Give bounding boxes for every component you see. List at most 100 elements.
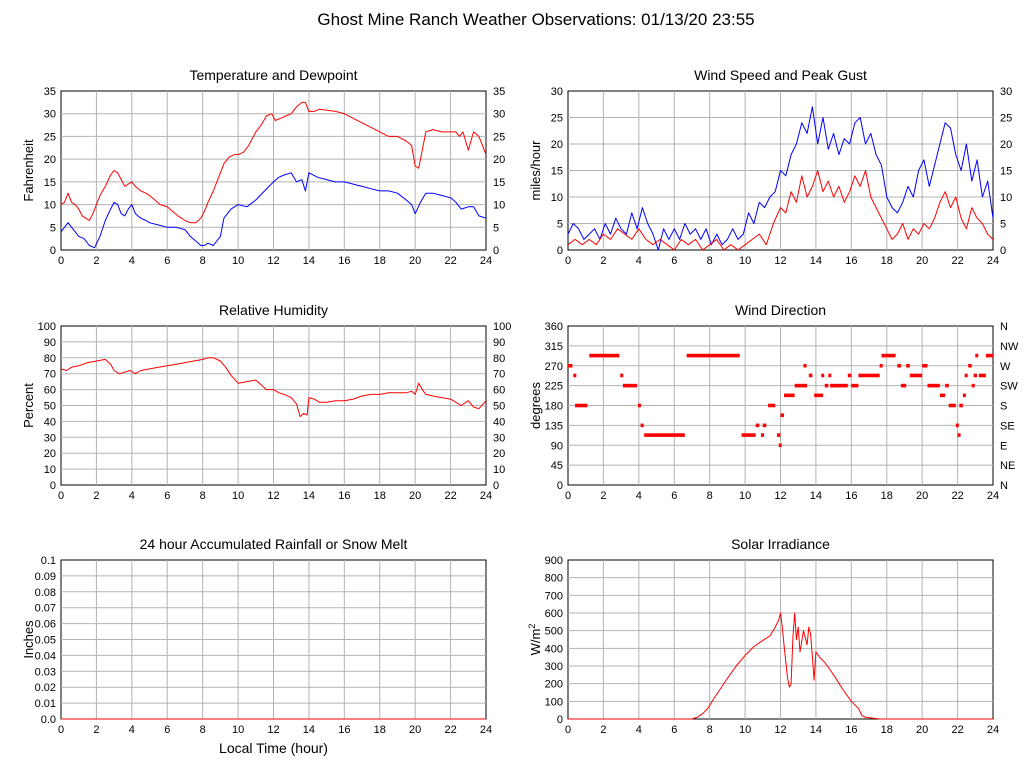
wdir-right-y-tick-label: N <box>1000 321 1008 333</box>
solar-ylabel-sup: 2 <box>527 624 537 629</box>
solar-x-tick-label: 24 <box>987 724 999 736</box>
rh-ylabel: Percent <box>21 383 36 428</box>
rain-x-tick-label: 2 <box>93 724 99 736</box>
rh-y-tick-label: 70 <box>44 369 56 381</box>
rh-x-tick-label: 10 <box>232 490 244 502</box>
wind-y-tick-label: 30 <box>551 86 563 98</box>
solar-x-tick-label: 10 <box>739 724 751 736</box>
rh-y-tick-label: 50 <box>44 401 56 413</box>
rh-x-tick-label: 12 <box>267 490 279 502</box>
rain-x-tick-label: 8 <box>200 724 206 736</box>
wind-x-tick-label: 6 <box>671 255 677 267</box>
temp-right-y-tick-label: 0 <box>493 245 499 257</box>
solar-x-tick-label: 2 <box>600 724 606 736</box>
rain-x-tick-label: 4 <box>129 724 135 736</box>
solar-x-tick-label: 18 <box>881 724 893 736</box>
rh-x-tick-label: 16 <box>338 490 350 502</box>
wdir-x-tick-label: 18 <box>881 490 893 502</box>
wdir-x-tick-label: 8 <box>707 490 713 502</box>
rh-right-y-tick-label: 70 <box>493 369 505 381</box>
solar-y-tick-label: 700 <box>545 590 563 602</box>
page-title: Ghost Mine Ranch Weather Observations: 0… <box>317 10 754 29</box>
rh-right-y-tick-label: 50 <box>493 401 505 413</box>
rh-right-y-tick-label: 80 <box>493 353 505 365</box>
wind-right-y-tick-label: 25 <box>1000 113 1012 125</box>
temp-x-tick-label: 6 <box>164 255 170 267</box>
wdir-point <box>975 353 979 358</box>
temp-y-tick-label: 20 <box>44 154 56 166</box>
wdir-point <box>909 373 923 378</box>
wind-x-tick-label: 16 <box>845 255 857 267</box>
rh-series-0-line <box>60 357 487 418</box>
wdir-point <box>906 363 910 368</box>
solar-title: Solar Irradiance <box>731 536 830 552</box>
wdir-point <box>589 353 620 358</box>
wdir-point <box>830 383 848 388</box>
wdir-point <box>784 393 795 398</box>
wdir-x-tick-label: 4 <box>636 490 642 502</box>
wdir-title: Wind Direction <box>735 302 826 318</box>
wdir-point <box>768 403 776 408</box>
rain-x-tick-label: 18 <box>374 724 386 736</box>
wdir-x-tick-label: 16 <box>845 490 857 502</box>
wdir-y-tick-label: 135 <box>545 420 563 432</box>
wdir-x-tick-label: 6 <box>671 490 677 502</box>
wdir-point <box>824 383 829 388</box>
wdir-point <box>858 373 880 378</box>
temp-x-tick-label: 8 <box>200 255 206 267</box>
wind-series-1-line <box>567 170 994 251</box>
wind-x-tick-label: 24 <box>987 255 999 267</box>
rh-y-tick-label: 0 <box>50 480 56 492</box>
wdir-y-tick-label: 360 <box>545 321 563 333</box>
wdir-point <box>776 433 781 437</box>
temp-series-1-line <box>60 172 487 249</box>
rain-x-tick-label: 12 <box>267 724 279 736</box>
solar-y-tick-label: 400 <box>545 643 563 655</box>
solar-series-0-line <box>568 612 993 720</box>
rain-y-tick-label: 0.01 <box>35 698 56 710</box>
wdir-x-tick-label: 14 <box>810 490 822 502</box>
wdir-right-y-tick-label: N <box>1000 480 1008 492</box>
wdir-right-y-tick-label: SE <box>1000 420 1015 432</box>
solar-y-tick-label: 800 <box>545 573 563 585</box>
wdir-point <box>964 373 968 378</box>
wdir-x-tick-label: 0 <box>565 490 571 502</box>
wdir-point <box>620 373 624 378</box>
wdir-right-y-tick-label: NE <box>1000 460 1015 472</box>
temp-y-tick-label: 5 <box>50 222 56 234</box>
wdir-right-y-tick-label: E <box>1000 440 1007 452</box>
rain-chart: 24 hour Accumulated Rainfall or Snow Mel… <box>21 536 492 756</box>
temp-y-tick-label: 0 <box>50 245 56 257</box>
wind-x-tick-label: 12 <box>774 255 786 267</box>
wdir-point <box>644 433 685 437</box>
rh-x-tick-label: 2 <box>93 490 99 502</box>
temp-right-y-tick-label: 25 <box>493 131 505 143</box>
temp-x-tick-label: 24 <box>480 255 492 267</box>
temp-x-tick-label: 18 <box>374 255 386 267</box>
temp-y-tick-label: 35 <box>44 86 56 98</box>
wind-series-0-line <box>567 106 994 251</box>
temp-series-0-line <box>60 101 487 224</box>
wdir-right-y-tick-label: W <box>1000 361 1011 373</box>
rain-xlabel: Local Time (hour) <box>219 740 328 756</box>
wind-y-tick-label: 20 <box>551 139 563 151</box>
wdir-point <box>794 383 808 388</box>
wdir-point <box>922 363 928 368</box>
rain-y-tick-label: 0.09 <box>35 571 56 583</box>
wdir-y-tick-label: 90 <box>551 440 563 452</box>
rh-title: Relative Humidity <box>219 302 328 318</box>
wdir-y-tick-label: 45 <box>551 460 563 472</box>
wdir-point <box>955 423 959 428</box>
wind-right-y-tick-label: 5 <box>1000 219 1006 231</box>
solar-x-tick-label: 0 <box>565 724 571 736</box>
wdir-point <box>847 373 852 378</box>
rh-y-tick-label: 60 <box>44 385 56 397</box>
rain-x-tick-label: 22 <box>444 724 456 736</box>
wdir-point <box>755 423 760 428</box>
wind-x-tick-label: 2 <box>600 255 606 267</box>
solar-x-tick-label: 12 <box>774 724 786 736</box>
wdir-point <box>762 423 767 428</box>
wdir-point <box>741 433 756 437</box>
